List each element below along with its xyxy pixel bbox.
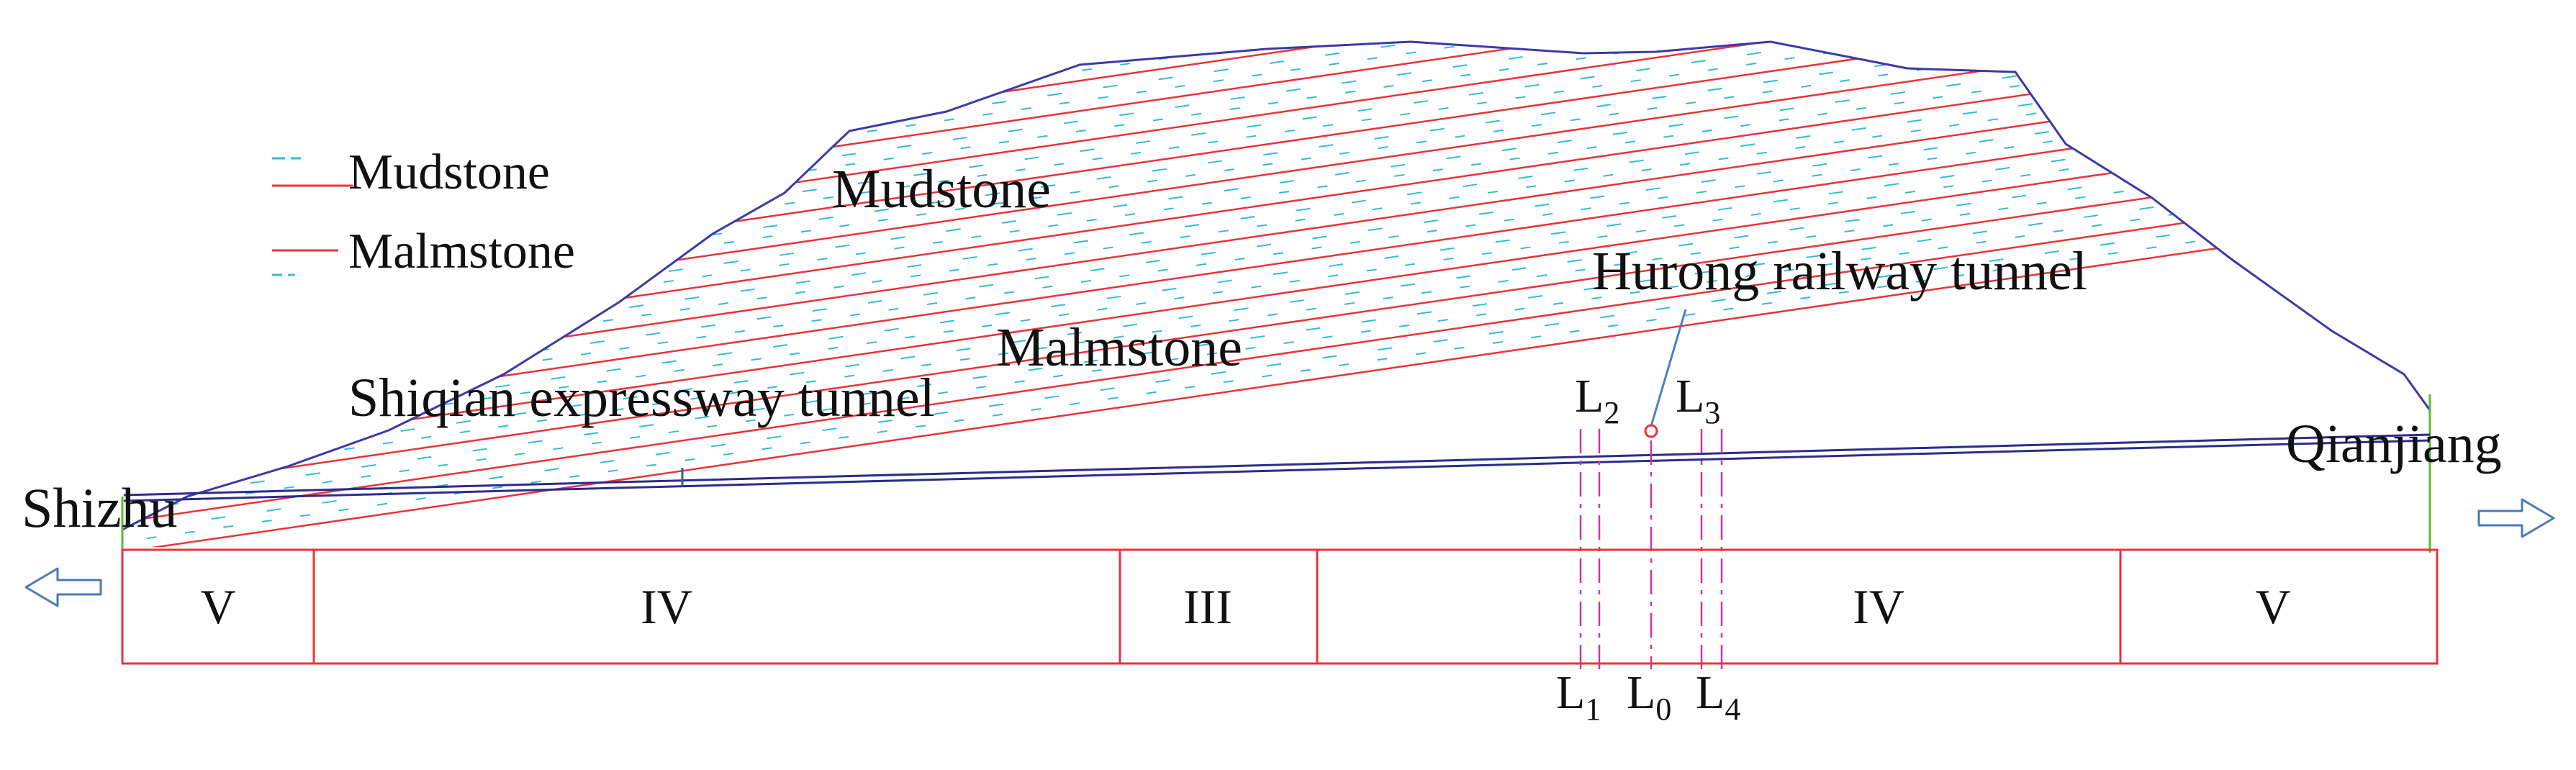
legend-label-malmstone: Malmstone <box>348 224 575 279</box>
malmstone-bed-line <box>122 123 2430 465</box>
mudstone-bed-line <box>122 42 2430 81</box>
mudstone-bed-line <box>122 42 2430 51</box>
grade-cell-2: IV <box>641 579 692 634</box>
legend: Mudstone Malmstone <box>272 145 575 279</box>
section-line-labels: L2 L3 L1 L0 L4 <box>1556 370 1740 727</box>
grade-cell-1: V <box>200 579 235 634</box>
grade-cell-5: V <box>2255 579 2290 634</box>
rock-grade-labels: V IV III IV V <box>200 579 2290 634</box>
mudstone-bed-line <box>122 173 2430 515</box>
malmstone-bed-line <box>122 42 2430 253</box>
malmstone-bed-line <box>122 184 2430 525</box>
malmstone-bed-line <box>122 153 2430 495</box>
malmstone-bed-line <box>122 42 2430 72</box>
section-label-l1: L1 <box>1556 666 1601 727</box>
hurong-tunnel-leader <box>1650 309 1687 427</box>
hurong-railway-tunnel <box>1644 424 1658 438</box>
mudstone-bed-line <box>122 42 2430 91</box>
shizhu-label: Shizhu <box>22 476 178 539</box>
mudstone-bed-line <box>122 42 2430 112</box>
rock-grade-table <box>121 548 2439 665</box>
hurong-tunnel-label: Hurong railway tunnel <box>1592 241 2087 302</box>
mudstone-bed-line <box>122 143 2430 484</box>
malmstone-bed-line <box>108 0 2447 40</box>
mudstone-bed-line <box>122 42 2430 263</box>
malmstone-bed-line <box>122 42 2430 102</box>
mudstone-bed-line <box>108 0 2447 30</box>
qianjiang-label: Qianjiang <box>2286 414 2502 474</box>
mudstone-bed-line <box>122 42 2430 273</box>
malmstone-bed-line <box>122 42 2430 374</box>
shiqian-tunnel-label: Shiqian expressway tunnel <box>348 368 935 428</box>
mudstone-bed-line <box>122 194 2430 535</box>
ground-surface-line <box>122 40 2431 531</box>
mudstone-bed-line <box>122 163 2430 504</box>
section-label-l2: L2 <box>1575 370 1619 430</box>
mudstone-bed-line <box>122 204 2430 545</box>
malmstone-bed-line <box>122 42 2430 132</box>
malmstone-bed-line <box>108 0 2447 10</box>
mudstone-label: Mudstone <box>832 159 1051 219</box>
grade-cell-3: III <box>1183 579 1232 634</box>
mudstone-bed-line <box>108 0 2447 20</box>
mudstone-bed-line <box>122 42 2430 152</box>
mudstone-bed-line <box>122 83 2430 424</box>
mudstone-bed-line <box>122 42 2430 384</box>
section-label-l0: L0 <box>1627 666 1671 727</box>
malmstone-label: Malmstone <box>996 317 1242 378</box>
grade-cell-4: IV <box>1853 579 1904 634</box>
mudstone-bed-line <box>122 42 2430 142</box>
section-label-l3: L3 <box>1676 370 1720 430</box>
right-arrow-icon <box>2477 498 2555 538</box>
legend-label-mudstone: Mudstone <box>348 145 550 200</box>
left-arrow-icon <box>24 567 102 607</box>
section-label-l4: L4 <box>1696 666 1740 727</box>
shiqian-expressway-tunnel <box>123 433 2431 502</box>
malmstone-bed-line <box>122 42 2430 163</box>
mudstone-bed-line <box>122 103 2430 444</box>
malmstone-bed-line <box>122 214 2430 547</box>
